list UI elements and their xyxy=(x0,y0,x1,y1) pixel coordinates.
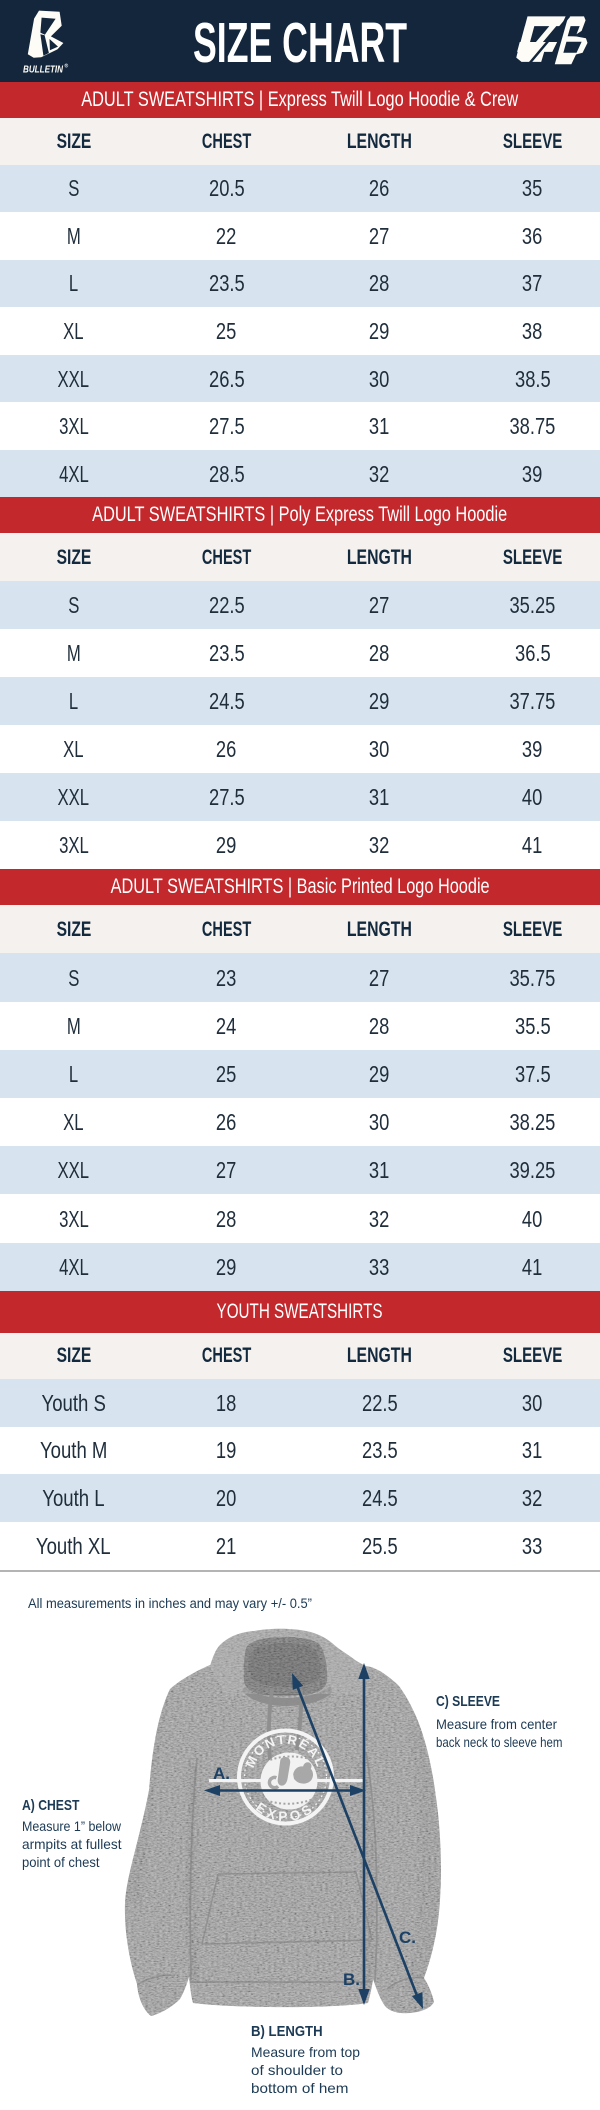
svg-text:B.: B. xyxy=(343,1970,360,1989)
svg-text:C.: C. xyxy=(399,1928,416,1947)
svg-text:BULLETIN: BULLETIN xyxy=(23,64,63,76)
svg-text:A.: A. xyxy=(213,1764,230,1783)
svg-text:®: ® xyxy=(65,63,69,70)
